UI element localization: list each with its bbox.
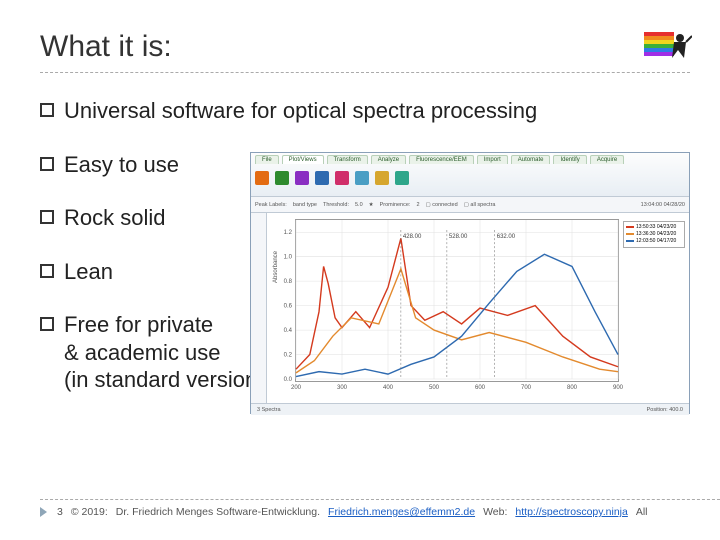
legend-item: 13:36:30 04/23/20 <box>626 231 682 237</box>
plot-sidebar <box>251 213 267 403</box>
toolbar-label: Threshold: <box>323 202 349 208</box>
svg-text:900: 900 <box>613 385 624 391</box>
svg-text:528.00: 528.00 <box>449 234 468 240</box>
svg-text:1.0: 1.0 <box>284 255 293 261</box>
toolbar-icon[interactable] <box>275 171 289 185</box>
ribbon-toolbar <box>251 164 689 192</box>
footer-triangle-icon <box>40 507 47 517</box>
toolbar-icon[interactable] <box>395 171 409 185</box>
ribbon-tab[interactable]: Fluorescence/EEM <box>409 155 474 164</box>
toolbar-value: 5.0 <box>355 202 363 208</box>
toolbar-icon[interactable] <box>355 171 369 185</box>
ribbon-tab[interactable]: Automate <box>511 155 551 164</box>
svg-text:300: 300 <box>337 385 348 391</box>
footer-tail: All <box>636 506 648 518</box>
footer-email-link[interactable]: Friedrich.menges@effemm2.de <box>328 506 475 518</box>
svg-text:0.0: 0.0 <box>284 377 293 383</box>
svg-text:0.4: 0.4 <box>284 328 293 334</box>
svg-text:632.00: 632.00 <box>497 234 516 240</box>
toolbar-icon[interactable] <box>375 171 389 185</box>
bullet-icon <box>40 210 54 224</box>
slide-footer: 3 © 2019: Dr. Friedrich Menges Software-… <box>40 499 720 518</box>
toolbar-label: Prominence: <box>380 202 411 208</box>
svg-text:600: 600 <box>475 385 486 391</box>
toolbar-date: 13:04:00 04/28/20 <box>641 202 685 208</box>
bullet-line: (in standard version) <box>64 366 265 394</box>
svg-text:0.2: 0.2 <box>284 353 293 359</box>
legend-item: 12:03:50 04/17/20 <box>626 238 682 244</box>
toolbar-icon[interactable] <box>315 171 329 185</box>
plot-area: 200 300 400 500 600 700 800 900 0.0 0.2 0.4 0.6 0.8 1… <box>251 213 689 403</box>
ribbon-tab[interactable]: Identify <box>553 155 586 164</box>
svg-text:428.00: 428.00 <box>403 234 422 240</box>
bullet-icon <box>40 157 54 171</box>
toolbar-icon[interactable] <box>295 171 309 185</box>
toolbar-value: band type <box>293 202 317 208</box>
toolbar-label: Peak Labels: <box>255 202 287 208</box>
ribbon-tabs: FilePlot/ViewsTransformAnalyzeFluorescen… <box>251 153 689 164</box>
app-screenshot: FilePlot/ViewsTransformAnalyzeFluorescen… <box>250 152 690 414</box>
toolbar-value: 2 <box>416 202 419 208</box>
bullet-line: Free for private <box>64 312 213 337</box>
footer-web-link[interactable]: http://spectroscopy.ninja <box>515 506 627 518</box>
svg-text:1.2: 1.2 <box>284 230 293 236</box>
title-divider <box>40 72 690 73</box>
svg-text:500: 500 <box>429 385 440 391</box>
svg-text:200: 200 <box>291 385 302 391</box>
bullet-item: Universal software for optical spectra p… <box>40 97 690 125</box>
svg-text:800: 800 <box>567 385 578 391</box>
status-bar: 3 Spectra Position: 400.0 <box>251 403 689 415</box>
status-left: 3 Spectra <box>257 407 281 413</box>
ribbon-tab[interactable]: File <box>255 155 279 164</box>
svg-text:700: 700 <box>521 385 532 391</box>
bullet-icon <box>40 103 54 117</box>
ribbon-tab[interactable]: Import <box>477 155 508 164</box>
bullet-icon <box>40 264 54 278</box>
y-axis-label: Absorbance <box>273 251 279 283</box>
slide-title: What it is: <box>40 30 690 64</box>
svg-text:0.6: 0.6 <box>284 304 293 310</box>
spectrum-plot: 2003004005006007008009000.00.20.40.60.81… <box>295 219 619 382</box>
toolbar-icon[interactable] <box>335 171 349 185</box>
secondary-toolbar: Peak Labels: band type Threshold: 5.0 ★ … <box>251 197 689 213</box>
ribbon-tab[interactable]: Acquire <box>590 155 624 164</box>
copyright: © 2019: <box>71 506 108 518</box>
svg-text:400: 400 <box>383 385 394 391</box>
bullet-icon <box>40 317 54 331</box>
legend-item: 13:50:33 04/23/20 <box>626 224 682 230</box>
plot-legend: 13:50:33 04/23/2013:36:30 04/23/2012:03:… <box>623 221 685 248</box>
logo <box>644 28 692 68</box>
bullet-line: & academic use <box>64 339 265 367</box>
ribbon-tab[interactable]: Transform <box>327 155 368 164</box>
ribbon: FilePlot/ViewsTransformAnalyzeFluorescen… <box>251 153 689 197</box>
footer-web-label: Web: <box>483 506 507 518</box>
toolbar-icon[interactable] <box>255 171 269 185</box>
status-right: Position: 400.0 <box>647 407 683 413</box>
ribbon-tab[interactable]: Plot/Views <box>282 155 324 164</box>
footer-author: Dr. Friedrich Menges Software-Entwicklun… <box>116 506 320 518</box>
ribbon-tab[interactable]: Analyze <box>371 155 406 164</box>
svg-text:0.8: 0.8 <box>284 279 293 285</box>
page-number: 3 <box>57 506 63 518</box>
